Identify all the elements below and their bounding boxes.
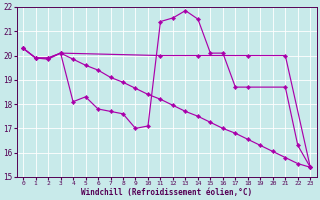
X-axis label: Windchill (Refroidissement éolien,°C): Windchill (Refroidissement éolien,°C) [81, 188, 252, 197]
